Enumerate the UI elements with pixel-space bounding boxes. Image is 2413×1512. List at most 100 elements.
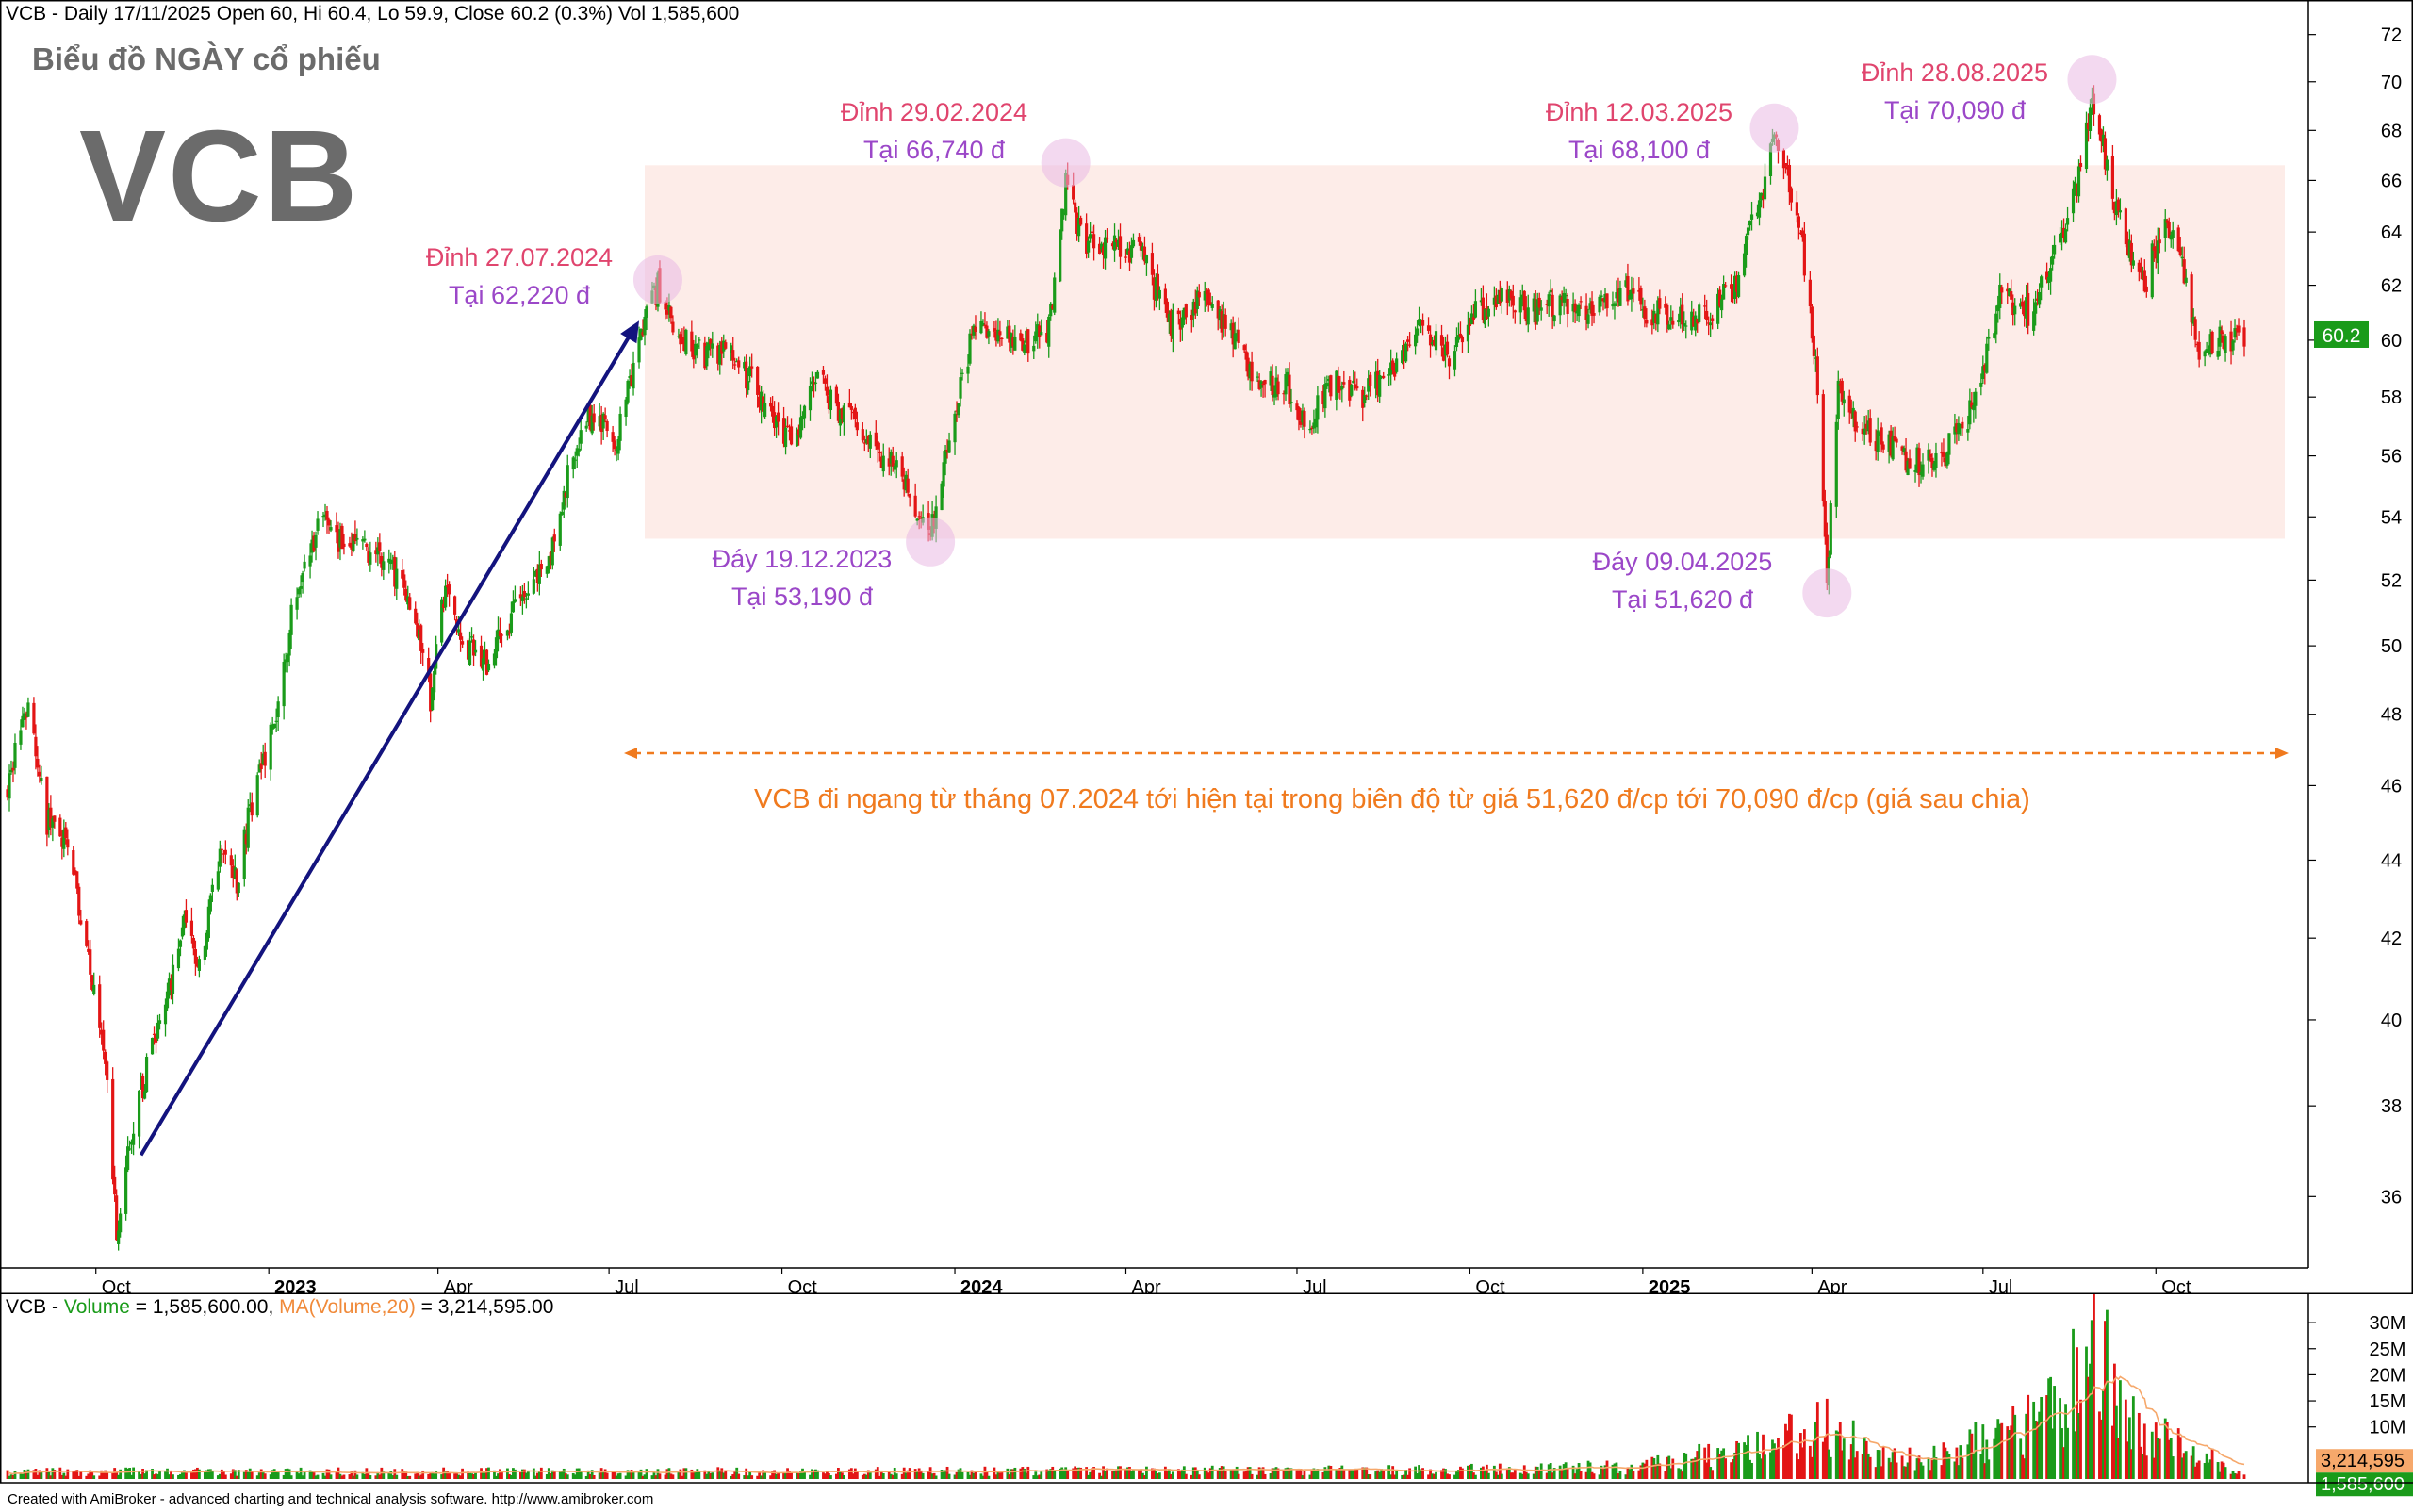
candle-body	[1191, 301, 1195, 316]
candle-body	[1624, 280, 1628, 287]
volume-bar	[518, 1472, 522, 1479]
candle-body	[1025, 330, 1028, 343]
volume-bar	[1075, 1468, 1079, 1479]
candle-body	[902, 479, 906, 490]
volume-bar	[1442, 1468, 1445, 1479]
volume-bar	[338, 1473, 342, 1479]
volume-bar	[1406, 1474, 1410, 1479]
candle-body	[1836, 380, 1840, 419]
volume-bar	[453, 1473, 456, 1479]
candle-body	[891, 455, 895, 467]
y-tick-label: 42	[2381, 929, 2402, 949]
volume-bar	[605, 1472, 609, 1479]
candle-body	[1019, 333, 1023, 341]
x-tick-label: Oct	[2161, 1277, 2191, 1294]
volume-bar	[297, 1473, 301, 1479]
candle-body	[466, 640, 470, 660]
candle-body	[223, 849, 227, 855]
candle-body	[218, 848, 222, 867]
volume-bar	[2131, 1396, 2135, 1479]
candle-body	[763, 403, 767, 417]
candle-body	[908, 493, 911, 498]
volume-bar	[575, 1468, 579, 1479]
annotation-marker	[906, 517, 956, 567]
x-tick-label: Jul	[1303, 1277, 1327, 1294]
volume-bar	[1220, 1466, 1223, 1479]
volume-bar	[1472, 1472, 1475, 1479]
candle-body	[2222, 335, 2225, 349]
volume-bar	[1784, 1423, 1787, 1479]
volume-bar	[562, 1468, 566, 1479]
volume-bar	[1248, 1467, 1252, 1479]
volume-bar	[747, 1475, 750, 1479]
volume-bar	[1893, 1448, 1896, 1479]
candle-body	[703, 342, 707, 369]
volume-bar	[2237, 1471, 2241, 1479]
volume-bar	[1551, 1472, 1554, 1479]
candle-body	[197, 959, 201, 971]
candle-body	[458, 632, 463, 640]
candle-body	[1223, 314, 1227, 329]
volume-bar	[601, 1471, 605, 1479]
candle-body	[1091, 231, 1094, 234]
volume-bar	[758, 1471, 762, 1479]
candle-body	[1023, 344, 1026, 353]
volume-bar	[1601, 1468, 1605, 1479]
volume-bar	[1666, 1456, 1669, 1479]
annotation-price: Tại 68,100 đ	[1568, 136, 1711, 164]
candle-body	[165, 991, 170, 1009]
volume-bar	[2158, 1438, 2161, 1479]
volume-bar	[1887, 1457, 1891, 1479]
volume-bar	[257, 1472, 261, 1479]
candle-body	[1757, 200, 1762, 218]
candle-body	[2114, 201, 2118, 216]
volume-bar	[2066, 1427, 2069, 1479]
candle-body	[1744, 236, 1748, 255]
candle-body	[513, 599, 517, 602]
volume-bar	[26, 1469, 30, 1479]
volume-bar	[1461, 1468, 1464, 1479]
volume-bar	[573, 1474, 577, 1479]
volume-bar	[828, 1472, 830, 1479]
candle-body	[156, 1022, 160, 1039]
candle-body	[1994, 313, 1998, 335]
candle-body	[1734, 275, 1739, 292]
volume-bar	[981, 1475, 985, 1479]
volume-bar	[1128, 1466, 1131, 1479]
candle-body	[1156, 273, 1159, 295]
volume-bar	[106, 1471, 109, 1479]
candle-body	[1413, 334, 1418, 347]
candle-body	[1639, 288, 1643, 305]
candle-body	[1878, 432, 1881, 434]
volume-bar	[1866, 1453, 1870, 1479]
volume-bar	[2025, 1413, 2028, 1479]
volume-bar	[2032, 1401, 2036, 1479]
candle-body	[681, 338, 684, 341]
candle-body	[2034, 302, 2038, 314]
candle-body	[1110, 243, 1115, 247]
volume-bar	[64, 1475, 68, 1479]
candle-body	[705, 346, 709, 367]
volume-bar	[656, 1469, 660, 1479]
volume-bar	[2111, 1425, 2114, 1479]
volume-bar	[2064, 1404, 2067, 1479]
volume-bar	[433, 1473, 436, 1479]
volume-bar	[814, 1469, 817, 1479]
candle-body	[414, 608, 418, 624]
volume-bar	[2210, 1448, 2214, 1479]
volume-bar	[1314, 1471, 1318, 1479]
volume-bar	[654, 1475, 658, 1479]
candle-body	[509, 613, 514, 633]
candle-body	[968, 333, 972, 364]
volume-bar	[690, 1469, 694, 1479]
volume-bar	[709, 1472, 713, 1479]
candle-body	[1895, 438, 1898, 443]
volume-bar	[1851, 1420, 1855, 1479]
volume-bar	[1404, 1469, 1408, 1479]
volume-bar	[158, 1471, 161, 1479]
volume-bar	[286, 1468, 289, 1479]
volume-bar	[233, 1470, 237, 1479]
candle-body	[2142, 270, 2146, 292]
candle-body	[798, 417, 803, 438]
candle-body	[588, 404, 592, 430]
